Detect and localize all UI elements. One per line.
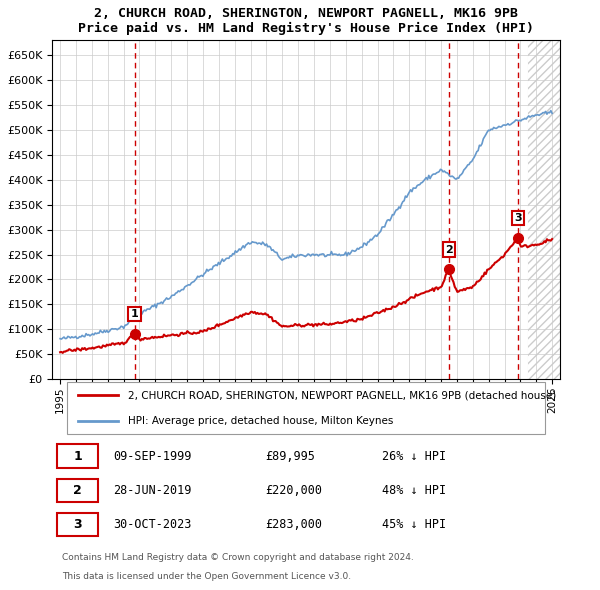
Text: HPI: Average price, detached house, Milton Keynes: HPI: Average price, detached house, Milt… xyxy=(128,416,394,426)
Text: £283,000: £283,000 xyxy=(265,518,322,531)
FancyBboxPatch shape xyxy=(57,478,98,502)
Text: 1: 1 xyxy=(73,450,82,463)
Bar xyxy=(529,40,560,379)
Text: £220,000: £220,000 xyxy=(265,484,322,497)
Text: 30-OCT-2023: 30-OCT-2023 xyxy=(113,518,191,531)
Text: 28-JUN-2019: 28-JUN-2019 xyxy=(113,484,191,497)
Text: 3: 3 xyxy=(73,518,82,531)
Text: 2: 2 xyxy=(73,484,82,497)
FancyBboxPatch shape xyxy=(67,382,545,434)
Text: 2, CHURCH ROAD, SHERINGTON, NEWPORT PAGNELL, MK16 9PB (detached house): 2, CHURCH ROAD, SHERINGTON, NEWPORT PAGN… xyxy=(128,390,557,400)
FancyBboxPatch shape xyxy=(57,513,98,536)
Text: 2: 2 xyxy=(445,244,452,254)
Text: 09-SEP-1999: 09-SEP-1999 xyxy=(113,450,191,463)
Text: 48% ↓ HPI: 48% ↓ HPI xyxy=(382,484,446,497)
Title: 2, CHURCH ROAD, SHERINGTON, NEWPORT PAGNELL, MK16 9PB
Price paid vs. HM Land Reg: 2, CHURCH ROAD, SHERINGTON, NEWPORT PAGN… xyxy=(78,7,534,35)
Text: Contains HM Land Registry data © Crown copyright and database right 2024.: Contains HM Land Registry data © Crown c… xyxy=(62,553,414,562)
Text: 45% ↓ HPI: 45% ↓ HPI xyxy=(382,518,446,531)
Text: 3: 3 xyxy=(514,213,521,223)
Text: £89,995: £89,995 xyxy=(265,450,316,463)
Text: This data is licensed under the Open Government Licence v3.0.: This data is licensed under the Open Gov… xyxy=(62,572,352,582)
Text: 26% ↓ HPI: 26% ↓ HPI xyxy=(382,450,446,463)
Text: 1: 1 xyxy=(131,309,139,319)
FancyBboxPatch shape xyxy=(57,444,98,468)
